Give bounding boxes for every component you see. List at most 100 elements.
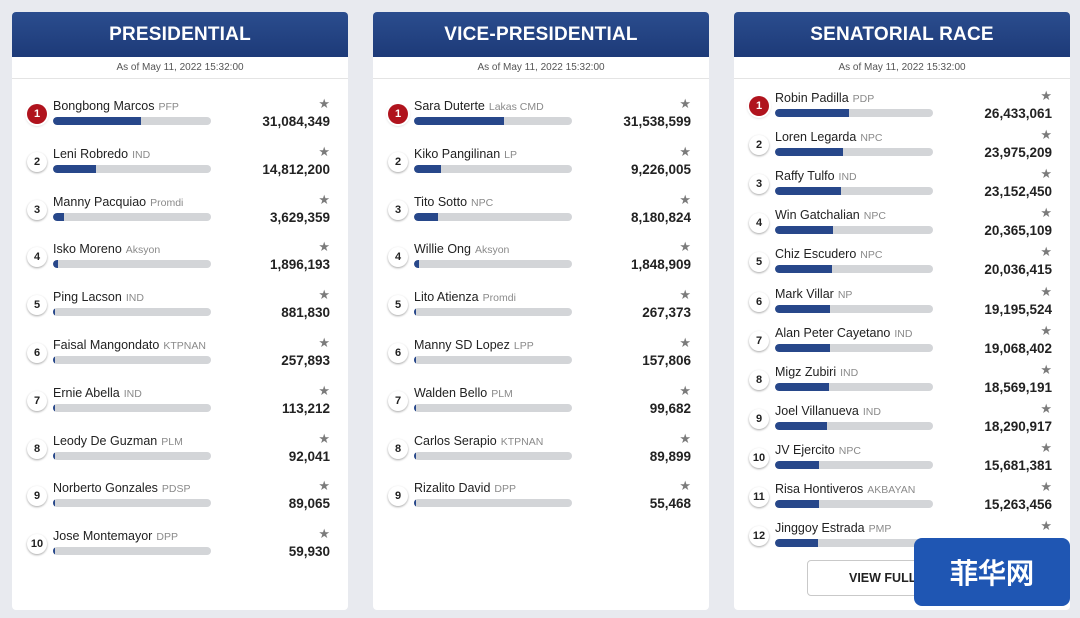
vote-share-fill (53, 308, 56, 317)
party-label: Aksyon (125, 244, 161, 257)
star-icon[interactable]: ★ (318, 191, 330, 207)
star-icon[interactable]: ★ (318, 287, 330, 303)
vote-share-fill (414, 499, 417, 508)
star-icon[interactable]: ★ (1040, 88, 1052, 103)
vote-share-bar (53, 308, 211, 317)
star-icon[interactable]: ★ (679, 143, 691, 159)
candidate-row: 3 Raffy Tulfo IND ★ 23,152,450 (734, 166, 1070, 208)
party-label: NPC (838, 444, 861, 457)
star-icon[interactable]: ★ (318, 430, 330, 446)
vote-count: 1,896,193 (269, 257, 330, 273)
vote-count: 18,569,191 (984, 379, 1052, 395)
star-icon[interactable]: ★ (1040, 361, 1052, 377)
candidate-name-text: Carlos Serapio (414, 433, 497, 448)
star-icon[interactable]: ★ (1040, 244, 1052, 260)
star-icon[interactable]: ★ (1040, 479, 1052, 494)
party-label: IND (862, 405, 881, 418)
vote-share-fill (414, 260, 420, 269)
as-of-timestamp: As of May 11, 2022 15:32:00 (12, 57, 348, 79)
candidate-name: Walden Bello PLM (414, 386, 513, 400)
vote-count: 1,848,909 (630, 257, 691, 273)
star-icon[interactable]: ★ (1040, 205, 1052, 221)
party-label: NPC (471, 196, 494, 209)
star-icon[interactable]: ★ (318, 478, 330, 494)
vote-count: 89,899 (649, 448, 691, 464)
vote-share-fill (775, 265, 832, 274)
candidate-row: 5 Chiz Escudero NPC ★ 20,036,415 (734, 244, 1070, 286)
vote-count: 59,930 (288, 544, 330, 560)
candidate-row: 3 Tito Sotto NPC ★ 8,180,824 (373, 191, 709, 243)
vote-count: 14,812,200 (262, 161, 330, 177)
rank-badge: 6 (749, 291, 769, 312)
candidate-name-text: Walden Bello (414, 385, 488, 400)
panel-title: PRESIDENTIAL (12, 12, 348, 57)
vote-share-bar (775, 421, 933, 430)
rank-badge: 4 (749, 213, 769, 234)
star-icon[interactable]: ★ (1040, 518, 1052, 534)
vote-share-fill (53, 451, 56, 460)
party-label: IND (840, 366, 859, 379)
star-icon[interactable]: ★ (318, 239, 330, 255)
star-icon[interactable]: ★ (318, 143, 330, 159)
candidate-row: 6 Mark Villar NP ★ 19,195,524 (734, 283, 1070, 326)
star-icon[interactable]: ★ (679, 191, 691, 207)
vote-count: 113,212 (281, 400, 330, 416)
vote-count: 20,365,109 (984, 223, 1052, 239)
party-label: Aksyon (474, 244, 510, 257)
candidate-row: 8 Carlos Serapio KTPNAN ★ 89,899 (373, 430, 709, 482)
star-icon[interactable]: ★ (318, 526, 330, 542)
party-label: PFP (158, 101, 179, 113)
rank-badge: 7 (749, 330, 769, 351)
candidate-row: 9 Joel Villanueva IND ★ 18,290,917 (734, 400, 1070, 443)
vote-share-bar (775, 187, 933, 196)
star-icon[interactable]: ★ (679, 478, 691, 494)
star-icon[interactable]: ★ (679, 239, 691, 255)
candidate-row: 1 Bongbong Marcos PFP ★ 31,084,349 (12, 96, 348, 147)
rank-badge: 10 (749, 447, 769, 468)
star-icon[interactable]: ★ (679, 335, 691, 350)
star-icon[interactable]: ★ (1040, 283, 1052, 299)
candidate-name: Lito Atienza Promdi (414, 290, 516, 304)
candidate-name: Jinggoy Estrada PMP (775, 521, 891, 535)
star-icon[interactable]: ★ (1040, 439, 1052, 455)
candidate-name-text: Sara Duterte (414, 99, 485, 113)
vote-share-fill (775, 148, 843, 157)
star-icon[interactable]: ★ (679, 430, 691, 446)
candidate-name: Leody De Guzman PLM (53, 434, 183, 448)
star-icon[interactable]: ★ (318, 382, 330, 398)
candidate-row: 5 Ping Lacson IND ★ 881,830 (12, 287, 348, 338)
candidate-name-text: Loren Legarda (775, 130, 857, 145)
rank-badge: 3 (27, 199, 47, 220)
rank-badge: 6 (388, 343, 408, 363)
candidate-row: 8 Leody De Guzman PLM ★ 92,041 (12, 430, 348, 482)
vote-count: 23,152,450 (984, 184, 1052, 200)
candidate-row: 2 Kiko Pangilinan LP ★ 9,226,005 (373, 143, 709, 195)
vote-share-bar (775, 539, 933, 548)
candidate-name: Win Gatchalian NPC (775, 208, 886, 222)
candidate-row: 9 Rizalito David DPP ★ 55,468 (373, 478, 709, 529)
star-icon[interactable]: ★ (1040, 322, 1052, 338)
vote-share-bar (775, 265, 933, 274)
star-icon[interactable]: ★ (679, 287, 691, 303)
candidate-name-text: Isko Moreno (53, 242, 122, 257)
vote-share-bar (414, 260, 572, 269)
vote-share-bar (53, 403, 211, 412)
star-icon[interactable]: ★ (318, 96, 330, 111)
candidate-row: 2 Loren Legarda NPC ★ 23,975,209 (734, 127, 1070, 169)
vote-share-fill (775, 460, 820, 469)
party-label: IND (894, 327, 913, 340)
candidate-name: JV Ejercito NPC (775, 443, 861, 457)
rank-badge: 2 (388, 151, 408, 172)
star-icon[interactable]: ★ (1040, 127, 1052, 143)
candidate-name: Sara Duterte Lakas CMD (414, 99, 544, 113)
panel-title: VICE-PRESIDENTIAL (373, 12, 709, 57)
star-icon[interactable]: ★ (318, 335, 330, 350)
star-icon[interactable]: ★ (1040, 166, 1052, 182)
candidate-row: 1 Sara Duterte Lakas CMD ★ 31,538,599 (373, 96, 709, 147)
star-icon[interactable]: ★ (679, 382, 691, 398)
vote-count: 19,195,524 (984, 301, 1052, 317)
rank-badge: 9 (388, 486, 408, 507)
star-icon[interactable]: ★ (1040, 400, 1052, 416)
star-icon[interactable]: ★ (679, 96, 691, 111)
vote-count: 15,681,381 (984, 457, 1052, 473)
